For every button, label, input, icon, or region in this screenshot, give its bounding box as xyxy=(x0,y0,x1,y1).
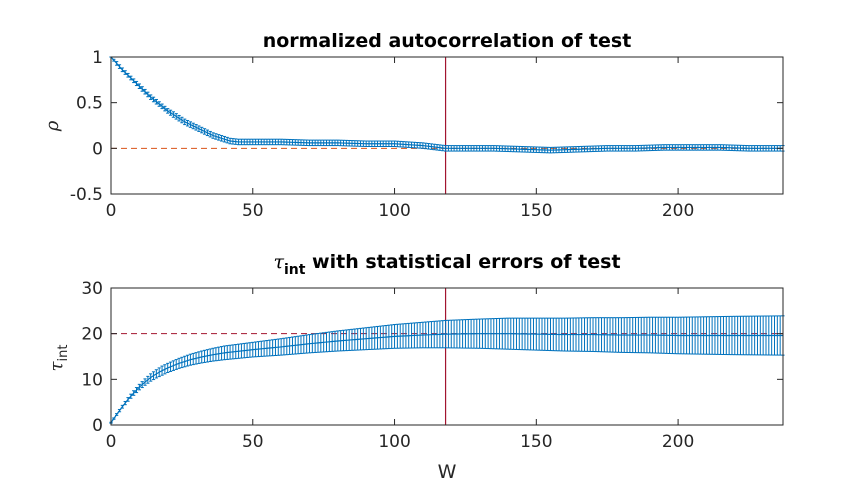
x-tick-label: 0 xyxy=(106,432,117,452)
autocorrelation-y-ticks: -0.5 0 0.5 1 xyxy=(70,48,783,205)
tau-int-y-label-symbol: τ xyxy=(46,360,67,371)
series-line xyxy=(110,56,783,151)
x-tick-label: 50 xyxy=(242,432,264,452)
autocorrelation-x-ticks: 0 50 100 150 200 xyxy=(106,57,694,221)
tau-int-x-ticks: 0 50 100 150 200 xyxy=(106,288,694,452)
x-tick-label: 100 xyxy=(378,432,410,452)
x-tick-label: 200 xyxy=(662,432,694,452)
x-tick-label: 100 xyxy=(378,201,410,221)
tau-int-title-rest: with statistical errors of test xyxy=(305,251,620,273)
x-tick-label: 200 xyxy=(662,201,694,221)
tau-int-y-ticks: 0 10 20 30 xyxy=(81,279,783,436)
y-tick-label: 1 xyxy=(92,48,103,68)
tau-int-series xyxy=(110,333,783,424)
y-tick-label: 0 xyxy=(92,139,103,159)
autocorrelation-axes-box xyxy=(110,56,784,195)
tau-int-y-label-subscript: int xyxy=(56,345,71,362)
tau-int-title: τint with statistical errors of test xyxy=(273,251,620,278)
autocorrelation-panel: normalized autocorrelation of test 0 50 10… xyxy=(42,30,785,221)
x-tick-label: 150 xyxy=(520,201,552,221)
tau-int-axes-box xyxy=(110,287,784,426)
y-tick-label: 0 xyxy=(92,416,103,436)
x-tick-label: 50 xyxy=(242,201,264,221)
autocorrelation-series xyxy=(110,56,783,151)
x-tick-label: 150 xyxy=(520,432,552,452)
y-tick-label: 30 xyxy=(81,279,103,299)
tau-int-panel: τint with statistical errors of test 0 50… xyxy=(46,251,785,483)
tau-int-plot-area xyxy=(111,288,783,425)
w-x-label: W xyxy=(438,461,457,483)
y-tick-label: 0.5 xyxy=(76,94,103,114)
y-tick-label: -0.5 xyxy=(70,185,103,205)
autocorrelation-y-label: ρ xyxy=(42,120,63,132)
autocorrelation-title: normalized autocorrelation of test xyxy=(263,30,632,52)
y-tick-label: 20 xyxy=(81,325,103,345)
tau-int-y-label: τint xyxy=(46,345,71,372)
tau-int-title-subscript: int xyxy=(284,262,306,278)
y-tick-label: 10 xyxy=(81,370,103,390)
x-tick-label: 0 xyxy=(106,201,117,221)
autocorrelation-plot-area xyxy=(111,57,783,194)
tau-int-title-symbol: τ xyxy=(273,251,284,273)
series-line xyxy=(110,333,783,424)
tau-int-errorbars xyxy=(109,315,785,424)
